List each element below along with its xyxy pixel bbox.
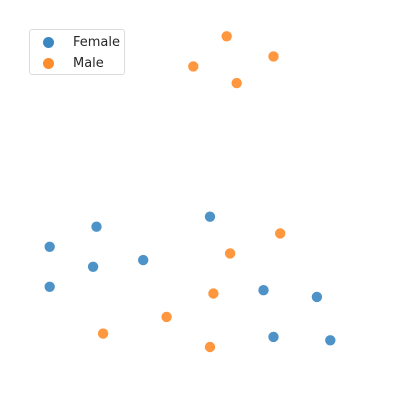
point-male-6 (207, 287, 220, 300)
point-female-7 (311, 291, 323, 303)
point-male-4 (274, 227, 287, 240)
point-male-5 (224, 247, 236, 260)
legend-label-male: Male (73, 55, 104, 71)
point-female-8 (267, 331, 280, 343)
point-female-0 (43, 241, 56, 253)
legend-label-female: Female (73, 34, 121, 50)
point-female-2 (43, 280, 56, 293)
point-female-4 (137, 254, 149, 266)
point-male-0 (220, 30, 233, 43)
point-female-5 (204, 210, 216, 223)
legend: Female Male (29, 29, 125, 75)
point-male-3 (230, 77, 243, 89)
point-male-9 (204, 341, 216, 353)
point-male-7 (160, 311, 173, 323)
point-female-3 (87, 260, 99, 273)
point-female-6 (257, 284, 270, 297)
point-female-1 (90, 220, 103, 233)
legend-swatch-female (43, 36, 54, 48)
point-male-8 (97, 327, 109, 340)
point-female-9 (324, 334, 337, 347)
point-male-1 (187, 60, 200, 73)
legend-swatch-male (43, 57, 54, 69)
point-male-2 (267, 50, 280, 63)
